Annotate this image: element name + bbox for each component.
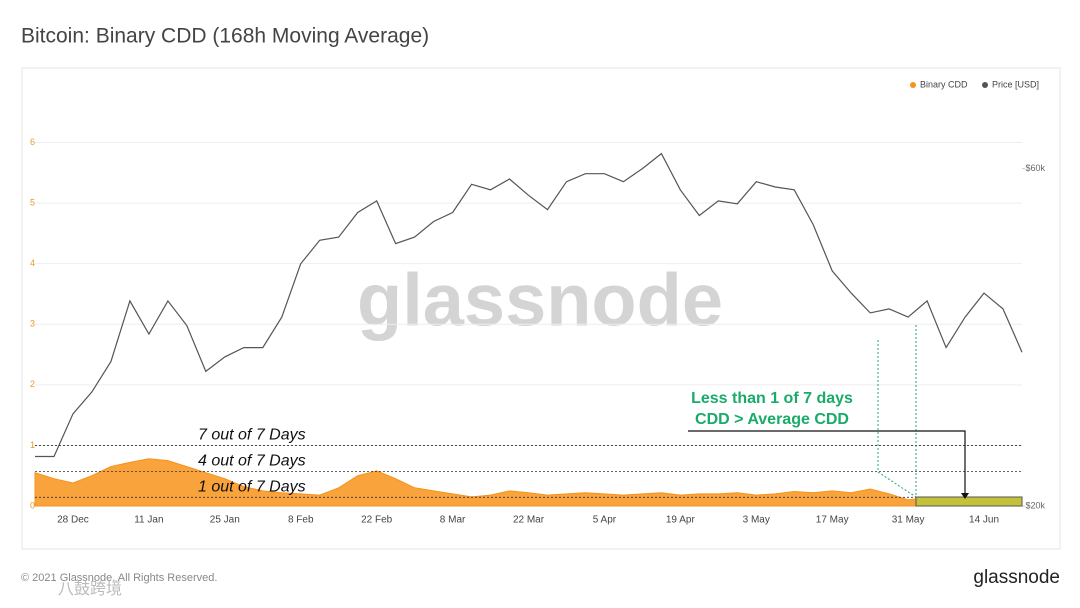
y-tick-label: 0 — [30, 500, 35, 510]
x-tick-label: 17 May — [816, 515, 849, 526]
arrow-line — [688, 430, 966, 495]
x-tick-label: 14 Jun — [969, 515, 999, 526]
logo: glassnode — [973, 567, 1060, 588]
highlight-region — [915, 496, 1023, 507]
reference-label: 7 out of 7 Days — [198, 427, 306, 444]
y-tick-label: 3 — [30, 319, 35, 329]
legend-marker — [910, 82, 916, 88]
arrow-head — [961, 493, 969, 499]
x-tick-label: 31 May — [892, 515, 925, 526]
x-tick-label: 5 Apr — [593, 515, 617, 526]
y-tick-label: 1 — [30, 440, 35, 450]
cdd-area — [34, 458, 1023, 507]
x-tick-label: 22 Feb — [361, 515, 393, 526]
x-tick-label: 28 Dec — [57, 515, 89, 526]
legend-label: Price [USD] — [992, 79, 1039, 89]
watermark: glassnode — [357, 259, 723, 342]
y-tick-label: 4 — [30, 258, 35, 268]
annotation: Less than 1 of 7 days — [691, 390, 853, 407]
plot: 0 1 2 3 4 5 6 $20k $60k 28 Dec 11 Jan 25 Jan 8 Feb 22… — [30, 79, 1045, 525]
annotation: CDD > Average CDD — [695, 411, 849, 428]
reference-label: 1 out of 7 Days — [198, 479, 306, 496]
chart-frame — [21, 67, 1061, 550]
x-tick-label: 8 Mar — [440, 515, 466, 526]
y-tick-label: 2 — [30, 379, 35, 389]
x-tick-label: 11 Jan — [134, 515, 163, 526]
x-tick-label: 8 Feb — [288, 515, 314, 526]
source-watermark: 八鼓跨境 — [58, 579, 122, 598]
y2-tick-label: $60k — [1025, 163, 1045, 173]
y2-tick-label: $20k — [1025, 500, 1045, 510]
legend-marker — [982, 82, 988, 88]
x-tick-label: 3 May — [743, 515, 770, 526]
price-line — [35, 152, 1023, 458]
chart-title: Bitcoin: Binary CDD (168h Moving Average… — [21, 25, 429, 48]
reference-label: 4 out of 7 Days — [198, 453, 306, 470]
x-tick-label: 22 Mar — [513, 515, 545, 526]
footer: © 2021 Glassnode. All Rights Reserved. — [21, 572, 217, 584]
guide-line — [877, 340, 917, 498]
x-tick-label: 25 Jan — [210, 515, 240, 526]
y-tick-label: 5 — [30, 197, 35, 207]
y-tick-label: 6 — [30, 137, 35, 147]
legend-label: Binary CDD — [920, 79, 968, 89]
x-tick-label: 19 Apr — [666, 515, 696, 526]
